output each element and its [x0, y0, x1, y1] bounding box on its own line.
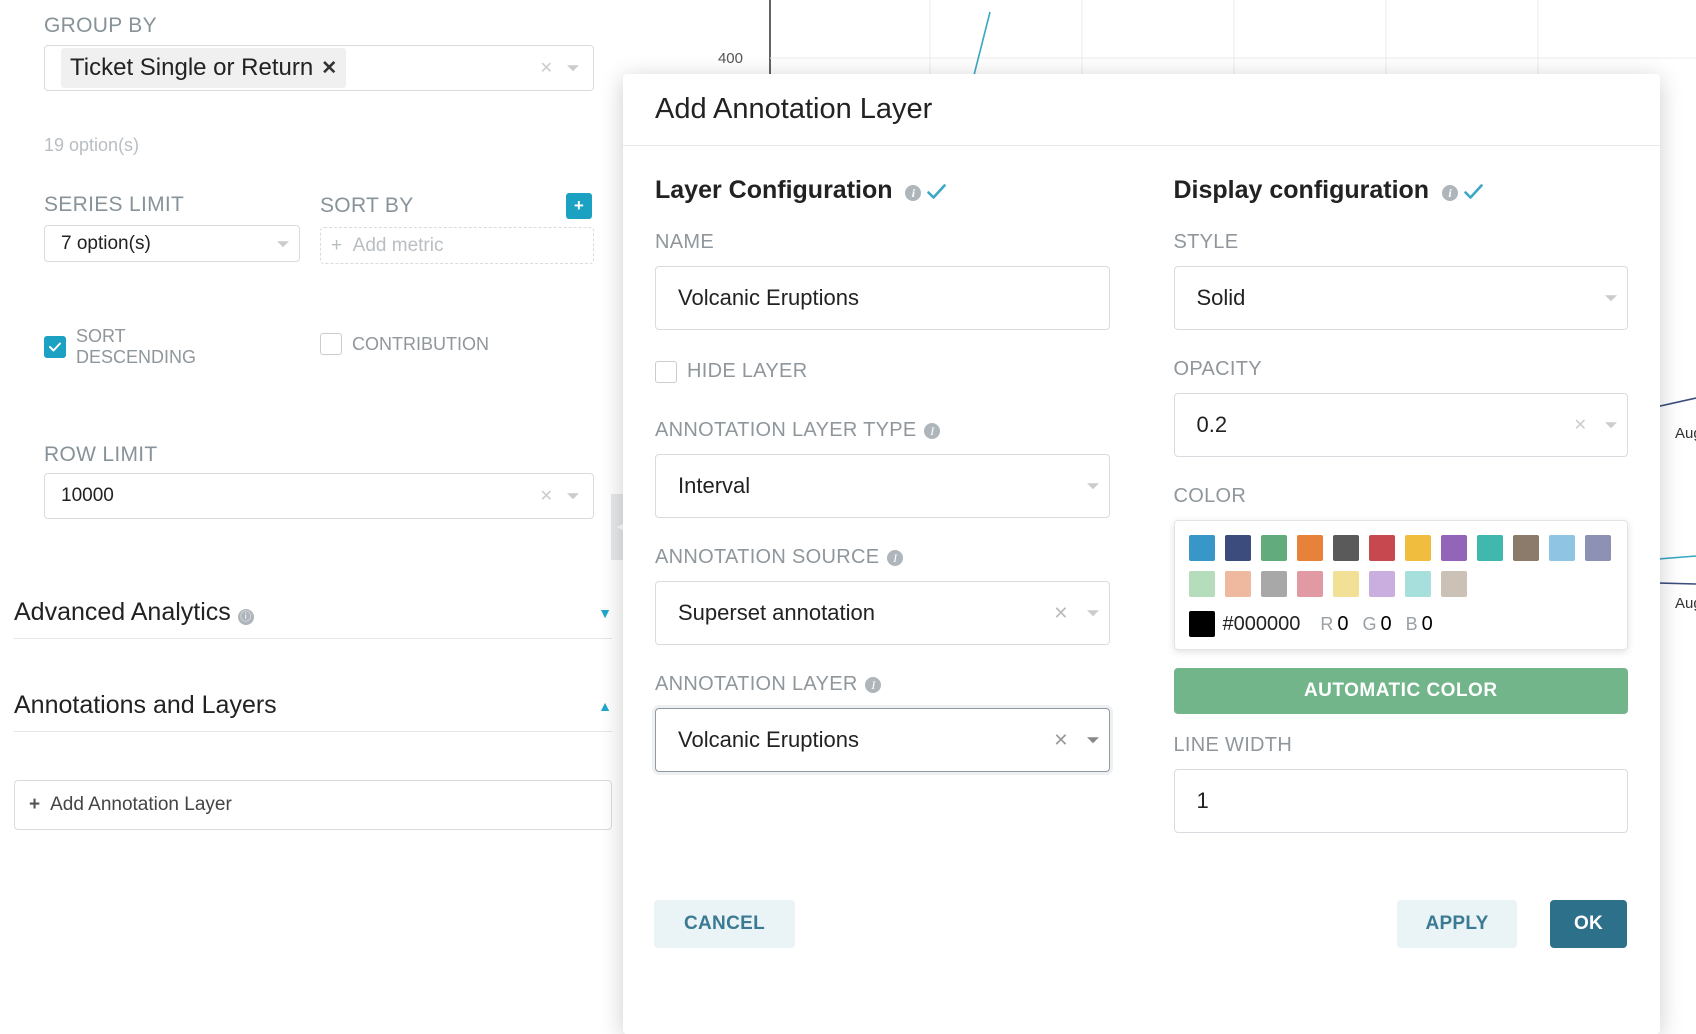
svg-text:400: 400 — [718, 50, 743, 67]
svg-text:Aug: Aug — [1675, 595, 1696, 612]
svg-text:Aug: Aug — [1675, 425, 1696, 442]
